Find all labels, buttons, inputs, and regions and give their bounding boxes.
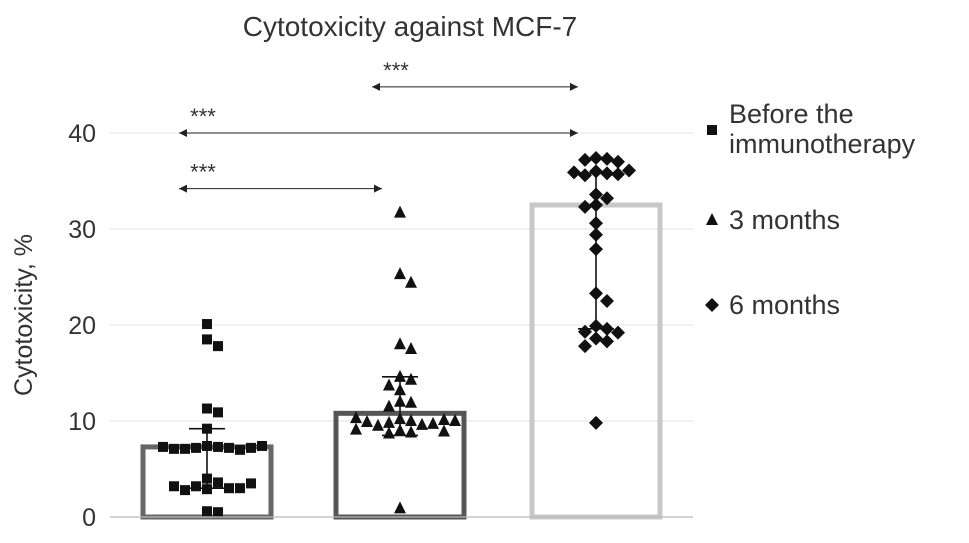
y-tick-label: 40 bbox=[68, 120, 96, 148]
data-point bbox=[394, 369, 406, 382]
data-point bbox=[169, 481, 179, 492]
bars bbox=[140, 202, 663, 520]
data-point bbox=[202, 506, 212, 517]
arrowhead-left bbox=[372, 82, 380, 91]
error-bars bbox=[189, 172, 614, 490]
data-point bbox=[438, 413, 450, 426]
data-point bbox=[578, 199, 592, 214]
arrowhead-left bbox=[179, 129, 187, 137]
arrowhead-right bbox=[570, 82, 578, 91]
data-point bbox=[361, 414, 373, 427]
data-point bbox=[589, 331, 603, 346]
data-point bbox=[191, 442, 201, 453]
data-point bbox=[449, 414, 461, 426]
data-point bbox=[611, 167, 625, 182]
data-point bbox=[158, 441, 168, 452]
y-tick-label: 0 bbox=[82, 504, 96, 532]
significance-label: *** bbox=[383, 58, 409, 83]
chart-title: Cytotoxicity against MCF-7 bbox=[243, 11, 578, 42]
data-point bbox=[235, 444, 245, 455]
arrowhead-right bbox=[570, 129, 578, 137]
data-point bbox=[589, 415, 603, 430]
significance-annotations: *** *** *** bbox=[179, 58, 578, 193]
data-point bbox=[246, 442, 256, 453]
data-point bbox=[394, 501, 406, 514]
arrowhead-right bbox=[374, 184, 382, 193]
data-point bbox=[405, 342, 417, 354]
data-point bbox=[213, 507, 223, 518]
legend-marker bbox=[705, 298, 719, 312]
data-point bbox=[383, 378, 395, 391]
data-point bbox=[600, 294, 614, 308]
data-point bbox=[383, 426, 395, 439]
data-point bbox=[405, 275, 417, 288]
data-point bbox=[169, 443, 179, 454]
legend-label: 6 months bbox=[729, 290, 840, 320]
y-axis-label: Cytotoxicity, % bbox=[10, 234, 38, 396]
data-point bbox=[202, 334, 212, 345]
data-point bbox=[213, 477, 223, 488]
data-point bbox=[611, 154, 625, 169]
data-point bbox=[257, 440, 267, 451]
data-point bbox=[416, 417, 428, 430]
legend-label: 3 months bbox=[729, 205, 840, 235]
data-point bbox=[611, 325, 625, 340]
y-axis-ticks: 0 10 20 30 40 bbox=[68, 120, 96, 532]
data-point bbox=[202, 319, 212, 330]
data-point bbox=[383, 415, 395, 428]
data-point bbox=[600, 191, 614, 206]
significance-label: *** bbox=[190, 160, 216, 185]
data-point bbox=[578, 152, 592, 167]
data-point bbox=[600, 151, 614, 166]
data-point bbox=[394, 337, 406, 350]
legend-label: Before the bbox=[729, 99, 854, 129]
data-point bbox=[578, 168, 592, 183]
legend-marker bbox=[706, 213, 718, 225]
data-point bbox=[213, 441, 223, 452]
data-point bbox=[213, 341, 223, 352]
data-point bbox=[202, 484, 212, 495]
data-point bbox=[180, 485, 190, 496]
legend-marker bbox=[707, 125, 717, 135]
significance-label: *** bbox=[190, 104, 216, 129]
data-point bbox=[405, 372, 417, 385]
data-point bbox=[246, 478, 256, 489]
data-point bbox=[394, 205, 406, 218]
data-point bbox=[405, 395, 417, 408]
data-point bbox=[191, 481, 201, 492]
data-point bbox=[213, 407, 223, 418]
data-point bbox=[224, 442, 234, 453]
y-tick-label: 30 bbox=[68, 216, 96, 244]
data-point bbox=[567, 165, 581, 180]
data-point bbox=[600, 334, 614, 349]
data-point bbox=[589, 164, 603, 179]
data-point bbox=[350, 422, 362, 435]
y-tick-label: 10 bbox=[68, 408, 96, 436]
data-point bbox=[405, 414, 417, 426]
data-point bbox=[622, 163, 636, 178]
arrowhead-left bbox=[179, 184, 187, 193]
data-point bbox=[235, 483, 245, 494]
legend-label: immunotherapy bbox=[729, 129, 916, 159]
data-point bbox=[394, 267, 406, 280]
y-tick-label: 20 bbox=[68, 312, 96, 340]
data-point bbox=[224, 483, 234, 494]
data-point bbox=[438, 424, 450, 437]
data-point bbox=[180, 443, 190, 454]
data-point bbox=[427, 416, 439, 429]
data-point bbox=[578, 339, 592, 354]
data-point bbox=[202, 403, 212, 414]
data-point bbox=[589, 150, 603, 165]
data-point bbox=[405, 425, 417, 438]
data-point bbox=[383, 399, 395, 412]
data-point bbox=[372, 418, 384, 431]
data-point bbox=[350, 411, 362, 424]
